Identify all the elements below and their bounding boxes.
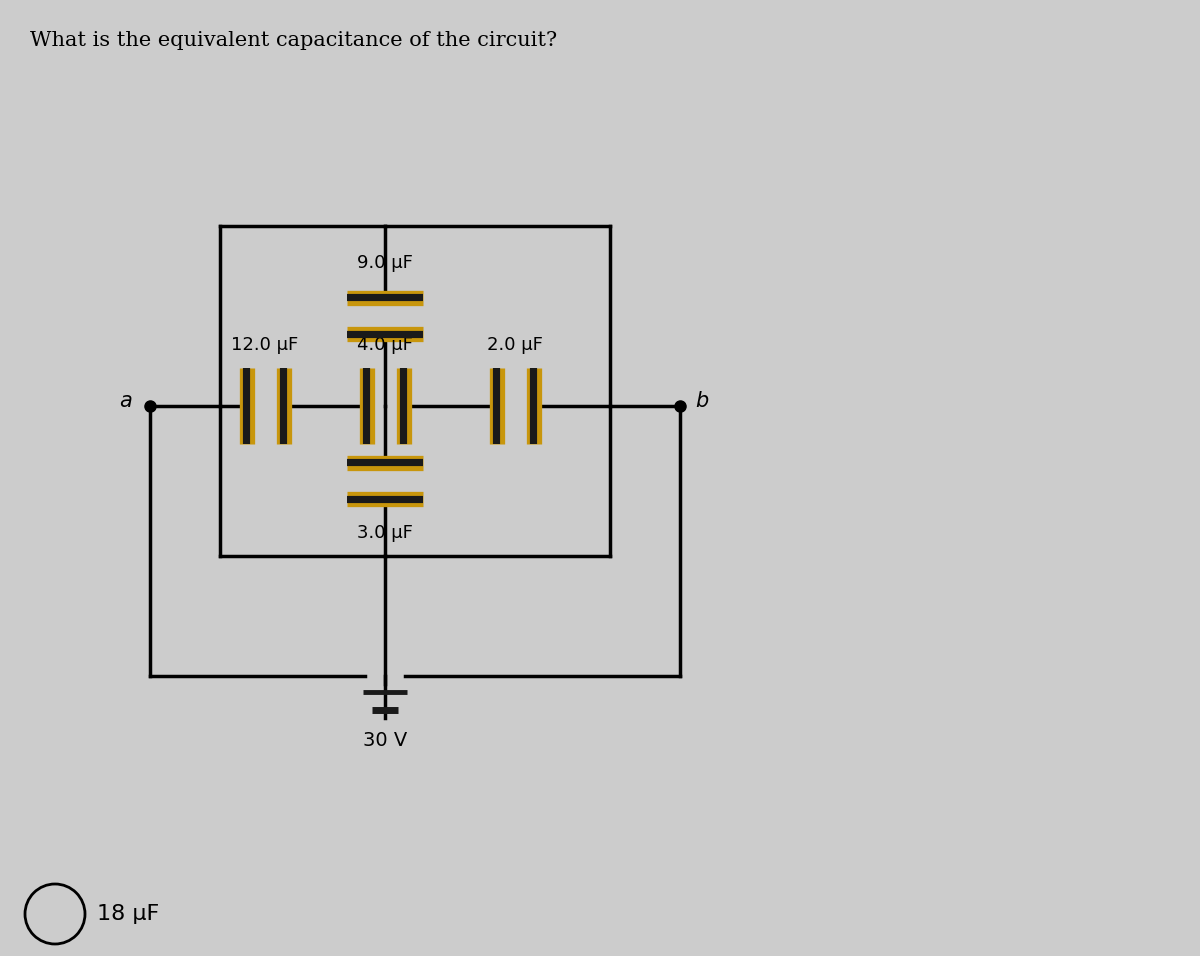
Text: 3.0 μF: 3.0 μF — [358, 525, 413, 542]
Text: 12.0 μF: 12.0 μF — [232, 336, 299, 354]
Text: 18 μF: 18 μF — [97, 904, 160, 924]
Text: 30 V: 30 V — [362, 731, 407, 750]
Text: What is the equivalent capacitance of the circuit?: What is the equivalent capacitance of th… — [30, 31, 557, 50]
Text: 9.0 μF: 9.0 μF — [358, 254, 413, 272]
Text: a: a — [119, 391, 132, 411]
Text: b: b — [695, 391, 708, 411]
Text: 2.0 μF: 2.0 μF — [487, 336, 542, 354]
Text: 4.0 μF: 4.0 μF — [358, 336, 413, 354]
